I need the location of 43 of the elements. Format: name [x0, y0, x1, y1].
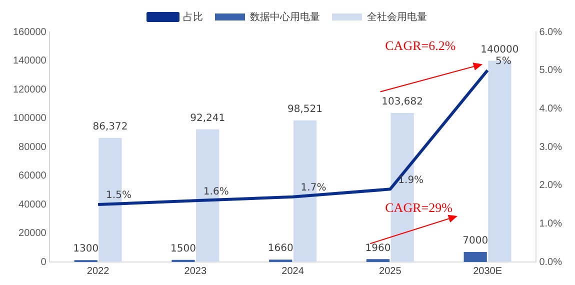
data-label: 1.9% — [398, 174, 424, 186]
x-tick-label: 2023 — [184, 266, 207, 277]
data-label: 140000 — [480, 44, 519, 56]
y-tick-label: 140000 — [12, 56, 47, 66]
legend-label: 占比 — [183, 10, 203, 23]
y2-tick-label: 5.0% — [539, 65, 562, 76]
y-tick-label: 0 — [40, 256, 47, 268]
legend-label: 全社会用电量 — [367, 10, 427, 23]
y-tick-label: 40000 — [18, 199, 47, 210]
data-label: 1.7% — [300, 182, 326, 194]
x-tick-label: 2022 — [86, 266, 110, 277]
data-label: 103,682 — [382, 96, 424, 108]
data-label: 1660 — [268, 243, 294, 254]
y-tick-label: 80000 — [18, 142, 47, 153]
data-label: 1960 — [365, 242, 391, 254]
y-tick-label: 20000 — [18, 228, 47, 239]
y-tick-label: 120000 — [12, 84, 47, 96]
data-label: 5% — [496, 56, 512, 67]
y2-tick-label: 1.0% — [539, 218, 562, 230]
data-label: 7000 — [462, 236, 488, 247]
data-label: 86,372 — [92, 121, 128, 132]
data-label: 92,241 — [190, 112, 226, 124]
legend-label: 数据中心用电量 — [250, 10, 320, 23]
annotation: CAGR=6.2% — [385, 38, 456, 54]
y2-tick-label: 0.0% — [539, 256, 562, 268]
y2-tick-label: 3.0% — [539, 142, 562, 153]
x-tick-label: 2024 — [282, 266, 304, 277]
y2-tick-label: 4.0% — [539, 103, 562, 114]
y-tick-label: 100000 — [12, 113, 47, 124]
x-tick-label: 2025 — [379, 266, 402, 277]
data-label: 98,521 — [287, 104, 322, 115]
bar — [366, 259, 390, 262]
y-tick-label: 60000 — [18, 170, 47, 182]
y2-tick-label: 6.0% — [539, 26, 562, 38]
x-tick-label: 2030E — [473, 266, 502, 277]
bar — [464, 252, 487, 262]
data-label: 1.6% — [203, 186, 229, 198]
y-tick-label: 160000 — [12, 26, 47, 38]
data-label: 1300 — [73, 244, 99, 255]
data-label: 1.5% — [106, 190, 132, 202]
data-label: 1500 — [170, 243, 196, 254]
y2-tick-label: 2.0% — [539, 180, 562, 192]
annotation: CAGR=29% — [385, 200, 452, 216]
